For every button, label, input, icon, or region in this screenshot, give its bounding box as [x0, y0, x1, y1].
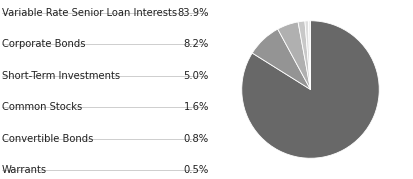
- Wedge shape: [241, 21, 378, 158]
- Text: 1.6%: 1.6%: [183, 102, 208, 112]
- Text: 83.9%: 83.9%: [177, 8, 208, 18]
- Text: Convertible Bonds: Convertible Bonds: [2, 134, 93, 144]
- Text: 0.8%: 0.8%: [183, 134, 208, 144]
- Wedge shape: [277, 22, 310, 90]
- Text: Short-Term Investments: Short-Term Investments: [2, 71, 120, 81]
- Text: Common Stocks: Common Stocks: [2, 102, 82, 112]
- Text: 8.2%: 8.2%: [183, 39, 208, 49]
- Text: 5.0%: 5.0%: [183, 71, 208, 81]
- Wedge shape: [297, 21, 310, 90]
- Text: 0.5%: 0.5%: [183, 165, 208, 175]
- Text: Warrants: Warrants: [2, 165, 47, 175]
- Wedge shape: [252, 29, 310, 90]
- Wedge shape: [304, 21, 310, 90]
- Text: Corporate Bonds: Corporate Bonds: [2, 39, 85, 49]
- Text: Variable Rate Senior Loan Interests: Variable Rate Senior Loan Interests: [2, 8, 177, 18]
- Wedge shape: [308, 21, 310, 90]
